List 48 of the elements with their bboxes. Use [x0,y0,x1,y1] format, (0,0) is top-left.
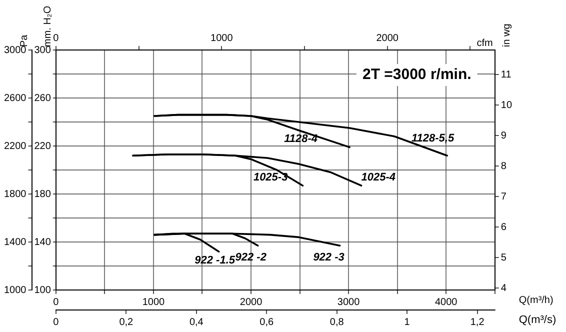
annotation: 2T =3000 r/min. [362,66,472,84]
y3-tick-label: 9 [500,130,507,142]
series-label: 1128-5,5 [411,132,455,145]
y-axis-title: mm. H₂O [42,6,54,47]
y2-axis-title: Pa [18,34,30,47]
text: 1,2 [470,316,485,328]
x-tick-label: 0 [53,296,60,308]
y2-tick-label: 1000 [4,284,27,296]
x2-tick-label: 1000 [210,32,234,44]
y-tick-label: 260 [34,92,52,104]
y-tick-label: 180 [34,188,52,200]
x-tick-label: 4000 [434,296,458,308]
y3-tick-label: 11 [500,69,512,80]
x2-tick-label: 0 [53,32,60,44]
y3-tick-label: 4 [500,282,507,294]
text: 0,4 [189,316,204,328]
series-label: 1128-4 [284,133,318,146]
x-tick-label: 1000 [142,296,166,308]
y3-tick-label: 6 [500,222,507,233]
y2-tick-label: 2200 [4,140,27,152]
text: 1 [404,316,410,328]
text: 0 [53,316,60,328]
series-label: 922 -3 [313,252,344,264]
x-tick-label: 2000 [240,296,263,308]
y2-tick-label: 1800 [4,188,27,200]
y-tick-label: 300 [34,44,52,56]
y2-tick-label: 2600 [4,92,27,104]
y3-tick-label: 7 [500,191,507,202]
y3-tick-label: 10 [500,100,512,111]
series-label: 922 -2 [235,252,266,264]
text: 0,8 [330,316,344,328]
y-tick-label: 140 [34,236,52,248]
series-label: 1025-4 [361,172,396,184]
x-tick-label: 3000 [337,296,360,308]
y-tick-label: 100 [34,284,52,296]
x2-tick-label: 2000 [376,32,399,44]
text: 0,2 [119,316,134,328]
series-label: 1025-3 [253,172,288,184]
y3-tick-label: 8 [500,160,507,172]
x-axis-title: Q(m³/h) [518,294,554,306]
series-label: 922 -1.5 [194,254,236,267]
y3-axis-title: in wg [502,24,513,47]
y3-tick-label: 5 [500,252,507,264]
y-tick-label: 220 [34,140,52,152]
text: 0,6 [260,316,274,328]
text: Q(m³/s) [518,314,556,326]
x2-axis-title: cfm [476,38,493,49]
y2-tick-label: 1400 [4,236,27,248]
